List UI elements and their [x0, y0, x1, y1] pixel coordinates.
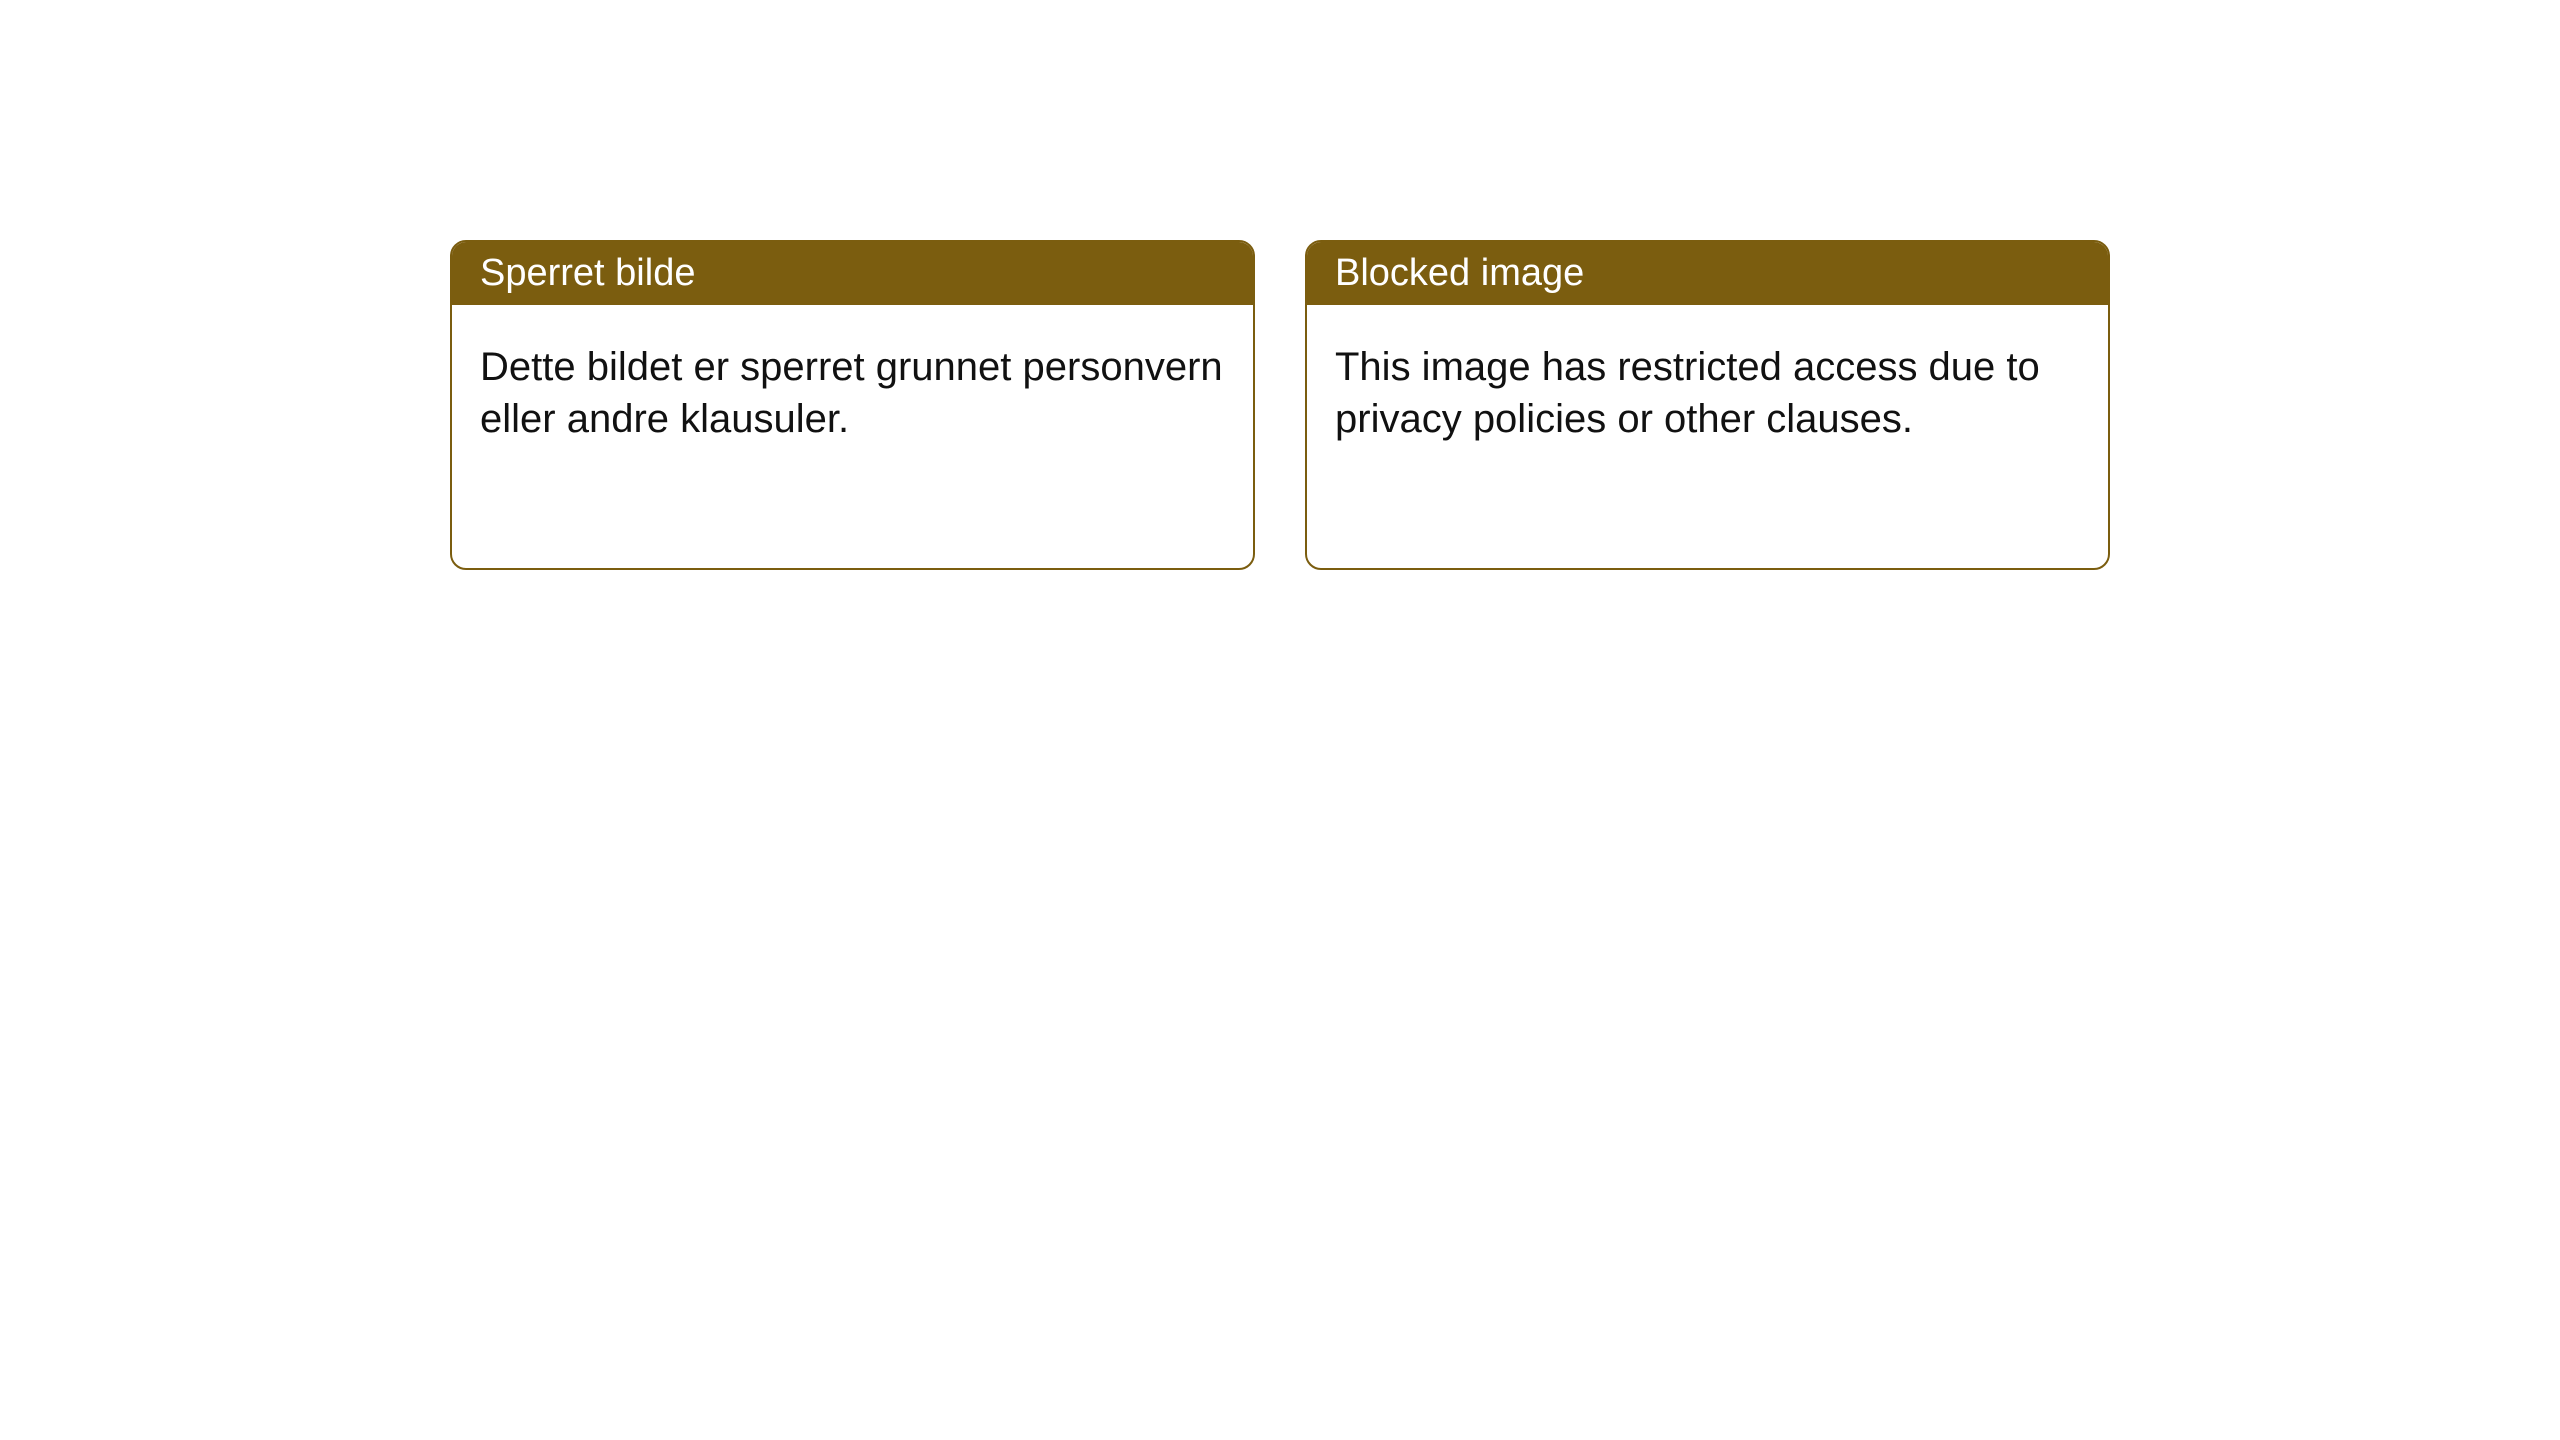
- notices-container: Sperret bilde Dette bildet er sperret gr…: [0, 0, 2560, 570]
- notice-card-english: Blocked image This image has restricted …: [1305, 240, 2110, 570]
- notice-body-norwegian: Dette bildet er sperret grunnet personve…: [452, 305, 1253, 481]
- notice-card-norwegian: Sperret bilde Dette bildet er sperret gr…: [450, 240, 1255, 570]
- notice-body-english: This image has restricted access due to …: [1307, 305, 2108, 481]
- notice-header-norwegian: Sperret bilde: [452, 242, 1253, 305]
- notice-text-norwegian: Dette bildet er sperret grunnet personve…: [480, 345, 1223, 441]
- notice-header-english: Blocked image: [1307, 242, 2108, 305]
- notice-title-english: Blocked image: [1335, 252, 1584, 294]
- notice-text-english: This image has restricted access due to …: [1335, 345, 2040, 441]
- notice-title-norwegian: Sperret bilde: [480, 252, 695, 294]
